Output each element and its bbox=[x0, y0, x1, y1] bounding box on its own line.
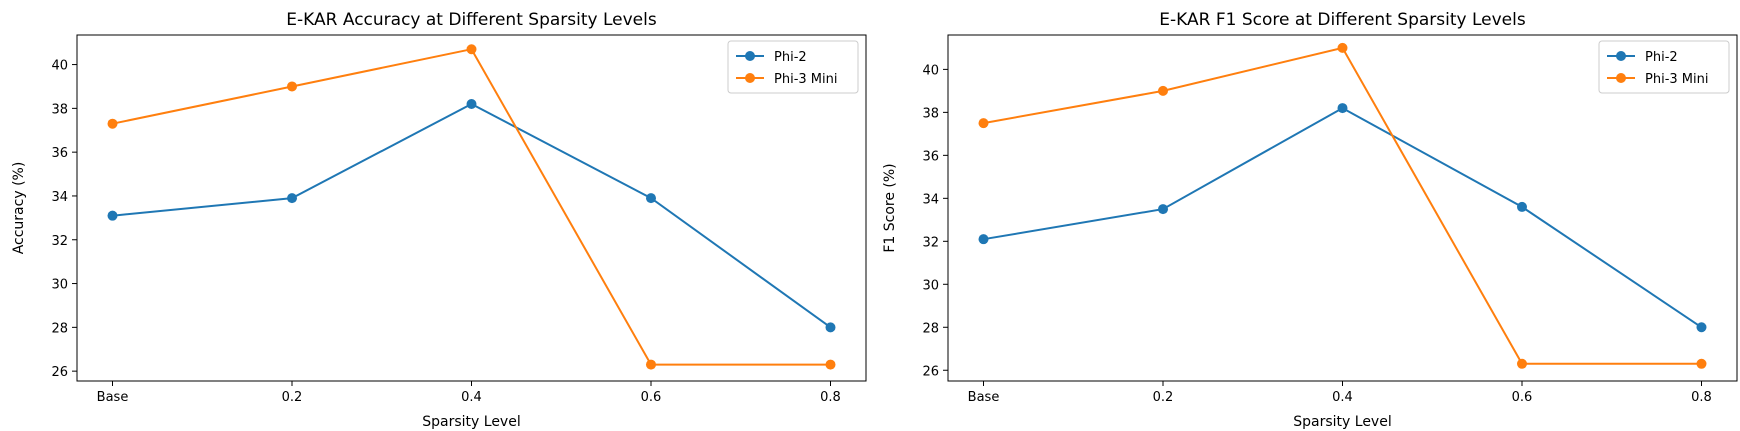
legend-label: Phi-3 Mini bbox=[1645, 72, 1708, 87]
y-tick-label: 30 bbox=[51, 278, 68, 293]
x-tick-label: 0.8 bbox=[1691, 390, 1712, 405]
y-tick-label: 28 bbox=[922, 321, 939, 336]
series-line-1 bbox=[112, 102, 832, 329]
x-tick-label: Base bbox=[97, 390, 129, 405]
legend-marker bbox=[1616, 73, 1626, 83]
data-point bbox=[107, 210, 118, 221]
data-point bbox=[107, 118, 118, 129]
legend-box bbox=[727, 40, 859, 94]
legend-label: Phi-2 bbox=[774, 50, 807, 65]
y-axis-label: Accuracy (%) bbox=[11, 162, 27, 255]
x-tick-label: 0.4 bbox=[1332, 390, 1353, 405]
y-tick-label: 38 bbox=[51, 102, 68, 117]
y-tick-label: 40 bbox=[51, 59, 68, 74]
data-point bbox=[466, 44, 477, 55]
chart-title: E-KAR Accuracy at Different Sparsity Lev… bbox=[286, 10, 657, 30]
data-point bbox=[825, 359, 836, 370]
y-tick-label: 36 bbox=[51, 146, 68, 161]
plot-frame bbox=[947, 34, 1738, 382]
data-point bbox=[1696, 358, 1707, 369]
x-tick-label: 0.2 bbox=[282, 390, 303, 405]
y-tick-label: 38 bbox=[922, 106, 939, 121]
data-point bbox=[1696, 322, 1707, 333]
data-point bbox=[978, 118, 989, 129]
x-tick-label: Base bbox=[968, 390, 1000, 405]
data-point bbox=[978, 234, 989, 245]
data-point bbox=[1516, 201, 1527, 212]
x-tick-label: 0.2 bbox=[1153, 390, 1174, 405]
series-line-2 bbox=[983, 46, 1702, 365]
chart-panel-2: E-KAR F1 Score at Different Sparsity Lev… bbox=[882, 10, 1738, 430]
legend: Phi-2 Phi-3 Mini bbox=[727, 40, 859, 94]
y-axis-label: F1 Score (%) bbox=[882, 163, 898, 252]
y-tick-label: 32 bbox=[51, 234, 68, 249]
y-tick-label: 28 bbox=[51, 321, 68, 336]
data-point bbox=[466, 98, 477, 109]
plot-frame bbox=[76, 34, 867, 382]
data-point bbox=[1337, 42, 1348, 53]
y-tick-label: 40 bbox=[922, 63, 939, 78]
legend-label: Phi-3 Mini bbox=[774, 72, 837, 87]
legend-marker bbox=[745, 51, 755, 61]
data-point bbox=[287, 81, 298, 92]
x-axis-label: Sparsity Level bbox=[422, 414, 520, 430]
series-line-1 bbox=[983, 106, 1703, 329]
x-axis-label: Sparsity Level bbox=[1293, 414, 1391, 430]
x-tick-label: 0.6 bbox=[641, 390, 662, 405]
legend-marker bbox=[745, 73, 755, 83]
data-point bbox=[1516, 358, 1527, 369]
y-tick-label: 34 bbox=[51, 190, 68, 205]
y-tick-label: 30 bbox=[922, 278, 939, 293]
x-tick-label: 0.4 bbox=[461, 390, 482, 405]
y-tick-label: 34 bbox=[922, 192, 939, 207]
data-point bbox=[287, 193, 298, 204]
data-point bbox=[825, 322, 836, 333]
data-point bbox=[1158, 85, 1169, 96]
legend-label: Phi-2 bbox=[1645, 50, 1678, 65]
y-tick-label: 26 bbox=[922, 364, 939, 379]
legend: Phi-2 Phi-3 Mini bbox=[1598, 40, 1730, 94]
series-line-2 bbox=[112, 48, 831, 366]
data-point bbox=[1158, 204, 1169, 215]
x-tick-label: 0.8 bbox=[820, 390, 841, 405]
y-tick-label: 36 bbox=[922, 149, 939, 164]
data-point bbox=[1337, 103, 1348, 114]
chart-title: E-KAR F1 Score at Different Sparsity Lev… bbox=[1159, 10, 1526, 30]
chart-panel-1: E-KAR Accuracy at Different Sparsity Lev… bbox=[11, 10, 867, 430]
data-point bbox=[645, 193, 656, 204]
x-tick-label: 0.6 bbox=[1512, 390, 1533, 405]
data-point bbox=[645, 359, 656, 370]
legend-marker bbox=[1616, 51, 1626, 61]
y-tick-label: 26 bbox=[51, 365, 68, 380]
y-tick-label: 32 bbox=[922, 235, 939, 250]
legend-box bbox=[1598, 40, 1730, 94]
